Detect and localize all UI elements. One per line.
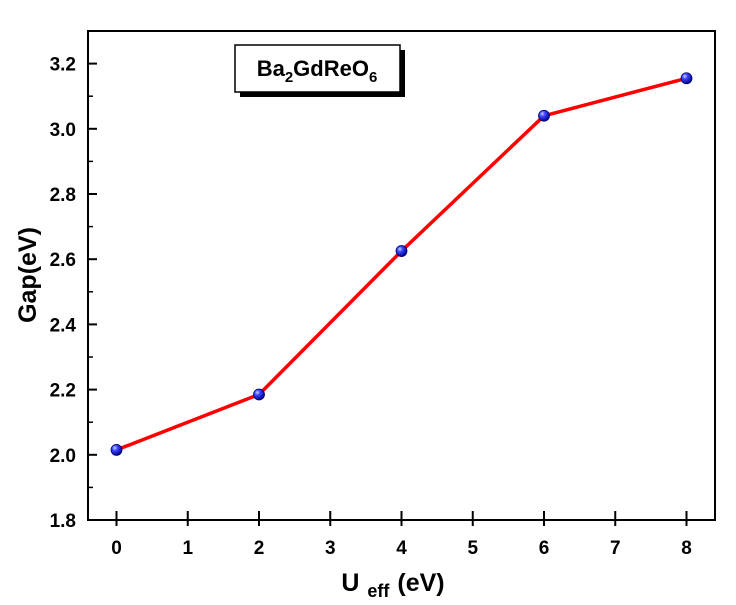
y-tick-label: 2.8 xyxy=(50,185,76,206)
data-point xyxy=(110,444,123,456)
y-tick-label: 2.2 xyxy=(50,381,76,402)
x-tick-label: 1 xyxy=(182,538,193,559)
compound-label-frame xyxy=(234,44,401,93)
y-tick-label: 3.2 xyxy=(50,55,76,76)
data-point xyxy=(538,109,550,122)
plot-frame xyxy=(87,30,716,521)
x-tick-label: 3 xyxy=(325,538,336,559)
x-tick-label: 2 xyxy=(254,538,265,559)
data-point xyxy=(680,72,693,85)
series-lines xyxy=(115,76,687,452)
y-tick-label: 1.8 xyxy=(50,511,76,532)
x-axis-ticks: 0 1 2 3 4 5 6 7 8 xyxy=(111,511,692,559)
y-axis-ticks: 1.8 2.0 2.2 2.4 2.6 2.8 3.0 3.2 xyxy=(50,55,97,532)
x-tick-label: 4 xyxy=(396,538,407,559)
x-tick-label: 6 xyxy=(539,538,550,559)
y-axis-title: Gap(eV) xyxy=(14,227,42,323)
compound-label: Ba2GdReO6 xyxy=(257,56,378,86)
y-tick-label: 2.6 xyxy=(50,250,76,271)
data-point xyxy=(395,245,408,257)
y-tick-label: 3.0 xyxy=(50,120,76,141)
y-tick-label: 2.0 xyxy=(50,446,76,467)
data-point xyxy=(253,388,265,401)
y-tick-label: 2.4 xyxy=(50,315,77,336)
x-tick-label: 7 xyxy=(610,538,621,559)
series-points xyxy=(110,72,693,456)
x-tick-label: 0 xyxy=(111,538,122,559)
x-tick-label: 8 xyxy=(681,538,692,559)
x-tick-label: 5 xyxy=(467,538,478,559)
compound-label-box: Ba2GdReO6 xyxy=(234,44,405,97)
series-line xyxy=(115,76,687,452)
